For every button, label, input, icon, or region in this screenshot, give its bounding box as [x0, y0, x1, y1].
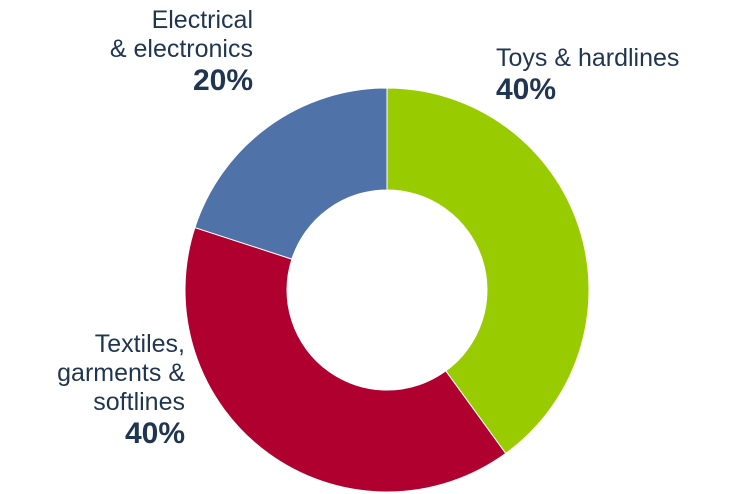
slice-label-toys: Toys & hardlines 40%	[496, 44, 679, 107]
slice-value-electrical: 20%	[192, 64, 253, 97]
slice-name-toys: Toys & hardlines	[496, 44, 680, 72]
slice-label-electrical: Electrical & electronics 20%	[110, 6, 253, 98]
slice-label-textiles: Textiles, garments & softlines 40%	[57, 330, 185, 451]
slice-textiles	[184, 226, 507, 493]
slice-name-electrical: Electrical & electronics	[109, 6, 253, 63]
slice-toys	[386, 87, 590, 455]
slice-value-textiles: 40%	[124, 417, 185, 450]
slice-electrical	[194, 87, 388, 260]
slice-name-textiles: Textiles, garments & softlines	[57, 330, 185, 416]
slice-value-toys: 40%	[496, 73, 557, 106]
